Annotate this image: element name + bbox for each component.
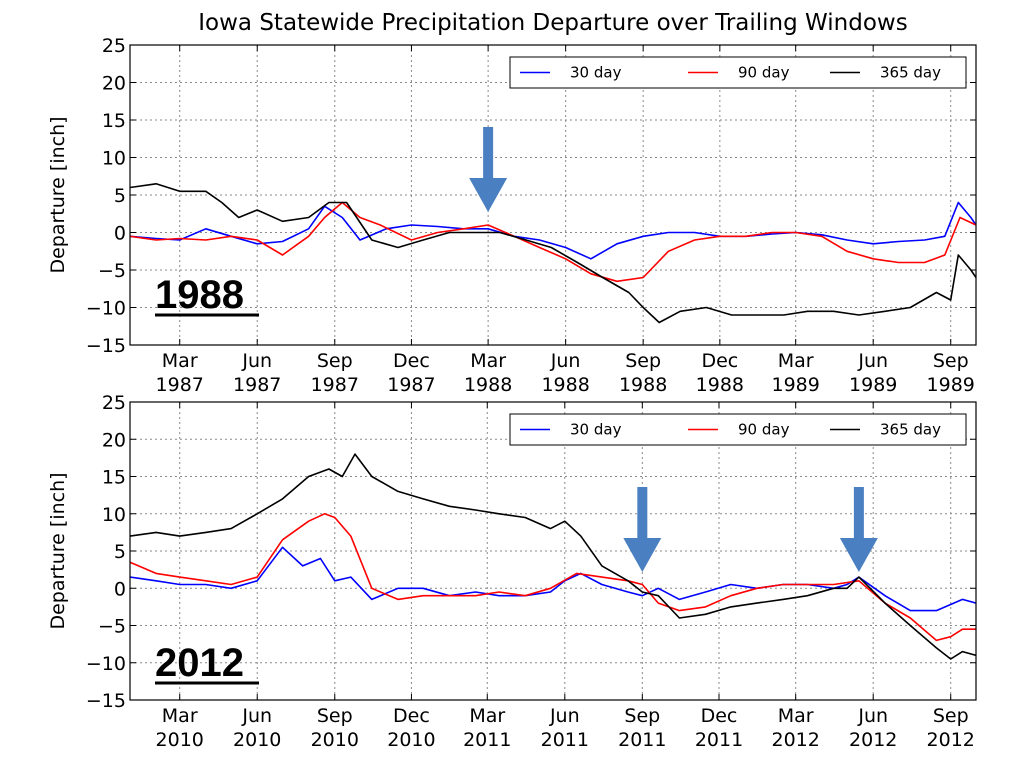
y-tick-label: 25 xyxy=(102,35,126,57)
x-tick-label-month: Sep xyxy=(933,350,969,372)
x-tick-label-month: Mar xyxy=(470,350,506,372)
y-axis-label: Departure [inch] xyxy=(47,116,69,273)
x-tick-label-month: Sep xyxy=(317,705,353,727)
x-tick-label-year: 2012 xyxy=(927,729,975,751)
x-tick-label-month: Dec xyxy=(701,705,738,727)
x-tick-label-month: Mar xyxy=(469,705,505,727)
x-tick-label-year: 2011 xyxy=(618,729,666,751)
x-tick-label-year: 1988 xyxy=(541,374,589,396)
x-tick-label-year: 1988 xyxy=(464,374,512,396)
x-tick-label-month: Mar xyxy=(162,705,198,727)
y-tick-label: −15 xyxy=(86,335,126,357)
x-tick-label-month: Sep xyxy=(625,350,661,372)
y-tick-label: −5 xyxy=(98,260,126,282)
legend-label: 90 day xyxy=(738,64,790,82)
y-tick-label: −5 xyxy=(98,616,126,638)
legend-label: 30 day xyxy=(570,421,622,439)
x-tick-label-year: 1987 xyxy=(387,374,435,396)
x-tick-label-month: Dec xyxy=(393,350,430,372)
x-tick-label-month: Jun xyxy=(241,350,272,372)
x-tick-label-month: Dec xyxy=(393,705,430,727)
y-tick-label: 10 xyxy=(102,504,126,526)
y-tick-label: −10 xyxy=(86,298,126,320)
y-tick-label: 0 xyxy=(114,578,126,600)
x-tick-label-year: 2012 xyxy=(771,729,819,751)
x-tick-label-year: 1987 xyxy=(233,374,281,396)
x-tick-label-year: 1989 xyxy=(927,374,975,396)
series-group xyxy=(130,453,976,660)
y-tick-label: −15 xyxy=(86,690,126,712)
x-tick-label-year: 2011 xyxy=(463,729,511,751)
series-line-365-day xyxy=(130,183,976,324)
y-tick-label: 15 xyxy=(102,467,126,489)
down-arrow-icon xyxy=(839,487,878,572)
x-tick-label-month: Sep xyxy=(317,350,353,372)
legend-label: 365 day xyxy=(880,421,941,439)
y-tick-label: 20 xyxy=(102,73,126,95)
x-tick-label-month: Mar xyxy=(778,705,814,727)
y-tick-label: 5 xyxy=(114,185,126,207)
plot-frame xyxy=(129,44,977,346)
chart-panel-1988: −15−10−50510152025Mar1987Jun1987Sep1987D… xyxy=(47,35,977,396)
x-tick-label-year: 2011 xyxy=(541,729,589,751)
x-tick-label-month: Jun xyxy=(857,705,888,727)
year-label: 1988 xyxy=(155,273,244,317)
x-tick-label-year: 2011 xyxy=(695,729,743,751)
x-tick-label-month: Jun xyxy=(550,350,581,372)
y-tick-label: 15 xyxy=(102,110,126,132)
x-tick-label-month: Mar xyxy=(778,350,814,372)
x-tick-label-year: 1989 xyxy=(771,374,819,396)
y-tick-label: 5 xyxy=(114,541,126,563)
chart-panel-2012: −15−10−50510152025Mar2010Jun2010Sep2010D… xyxy=(47,392,977,751)
series-line-30-day xyxy=(130,201,976,260)
year-label: 2012 xyxy=(155,641,244,685)
x-tick-label-year: 2012 xyxy=(849,729,897,751)
x-tick-label-year: 2010 xyxy=(311,729,359,751)
x-tick-label-year: 1987 xyxy=(311,374,359,396)
y-axis-label: Departure [inch] xyxy=(47,472,69,629)
x-tick-label-month: Sep xyxy=(624,705,660,727)
plot-frame xyxy=(129,401,977,701)
legend-box xyxy=(509,56,967,89)
x-tick-label-year: 1988 xyxy=(619,374,667,396)
down-arrow-icon xyxy=(469,127,508,212)
page-title: Iowa Statewide Precipitation Departure o… xyxy=(198,10,908,36)
x-tick-label-year: 1988 xyxy=(696,374,744,396)
x-tick-label-year: 2010 xyxy=(233,729,281,751)
y-tick-label: 20 xyxy=(102,429,126,451)
x-tick-label-month: Sep xyxy=(933,705,969,727)
y-tick-label: 0 xyxy=(114,223,126,245)
legend-label: 365 day xyxy=(880,64,941,82)
x-tick-label-year: 2010 xyxy=(387,729,435,751)
y-tick-label: 25 xyxy=(102,392,126,414)
series-group xyxy=(130,183,976,324)
x-tick-label-month: Jun xyxy=(857,350,888,372)
y-tick-label: 10 xyxy=(102,148,126,170)
x-tick-label-year: 1989 xyxy=(849,374,897,396)
series-line-90-day xyxy=(130,201,976,283)
x-tick-label-year: 1987 xyxy=(156,374,204,396)
legend-box xyxy=(509,413,967,446)
legend-label: 30 day xyxy=(570,64,622,82)
x-tick-label-year: 2010 xyxy=(156,729,204,751)
x-tick-label-month: Jun xyxy=(549,705,580,727)
series-line-365-day xyxy=(130,453,976,660)
legend-label: 90 day xyxy=(738,421,790,439)
y-tick-label: −10 xyxy=(86,653,126,675)
down-arrow-icon xyxy=(623,487,662,572)
x-tick-label-month: Dec xyxy=(701,350,738,372)
x-tick-label-month: Jun xyxy=(241,705,272,727)
x-tick-label-month: Mar xyxy=(162,350,198,372)
